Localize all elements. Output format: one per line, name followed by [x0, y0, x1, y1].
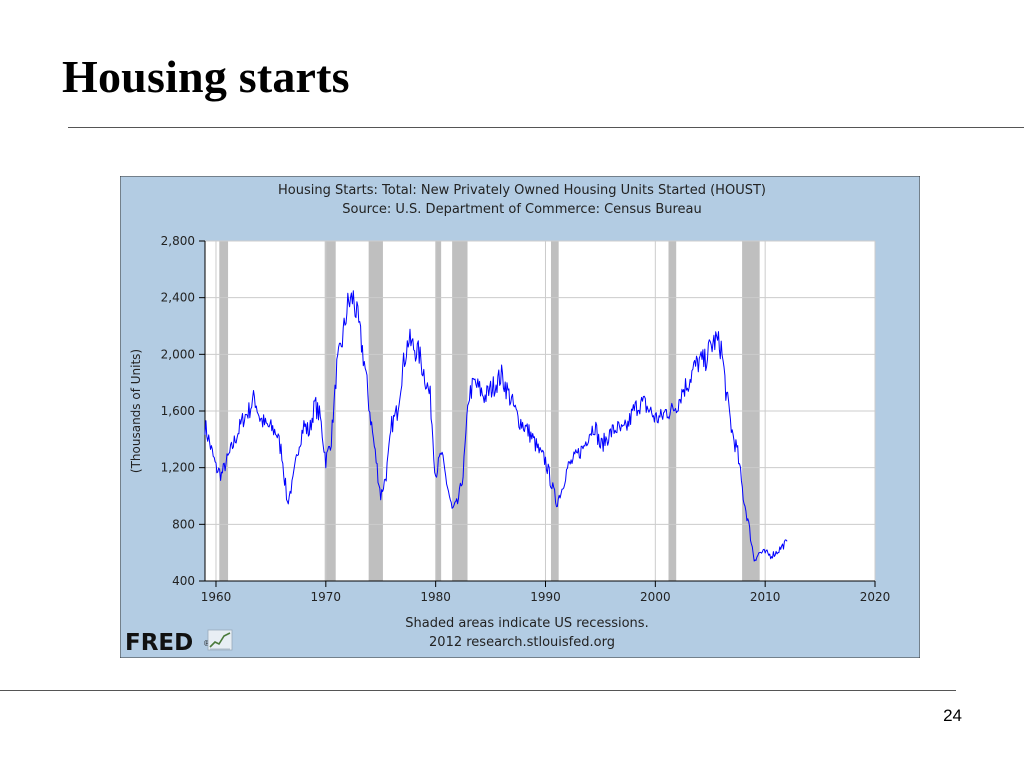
x-tick-labels: 1960 1970 1980 1990 2000 2010 2020 [201, 590, 891, 604]
x-tick-label: 1990 [530, 590, 561, 604]
fred-chart-figure: Housing Starts: Total: New Privately Own… [120, 176, 920, 658]
slide-title: Housing starts [62, 51, 350, 102]
x-tick-label: 1980 [420, 590, 451, 604]
chart-title: Housing Starts: Total: New Privately Own… [278, 183, 766, 198]
y-tick-label: 400 [172, 574, 195, 588]
housing-starts-chart: Housing Starts: Total: New Privately Own… [120, 176, 920, 658]
x-tick-label: 1960 [201, 590, 232, 604]
y-tick-label: 2,400 [161, 291, 195, 305]
chart-subtitle: Source: U.S. Department of Commerce: Cen… [342, 202, 702, 217]
fred-graph-icon [207, 629, 233, 651]
y-tick-label: 1,600 [161, 404, 195, 418]
axes [199, 240, 876, 587]
recession-note: Shaded areas indicate US recessions. [405, 616, 648, 631]
y-tick-label: 1,200 [161, 461, 195, 475]
fred-trademark: ® [203, 639, 211, 648]
footer-divider [0, 690, 956, 691]
grid-lines [205, 240, 876, 582]
page-number: 24 [943, 706, 962, 725]
series-layer [204, 290, 788, 562]
fred-logo-text: FRED [125, 630, 193, 656]
y-tick-labels: 2,800 2,400 2,000 1,600 1,200 800 400 [161, 234, 195, 588]
y-tick-label: 2,000 [161, 347, 195, 361]
y-axis-label: (Thousands of Units) [129, 349, 143, 473]
fred-logo: FRED ® [125, 629, 233, 656]
title-divider [68, 127, 1024, 128]
y-tick-label: 800 [172, 517, 195, 531]
x-tick-label: 2020 [860, 590, 891, 604]
y-tick-label: 2,800 [161, 234, 195, 248]
x-tick-label: 2010 [750, 590, 781, 604]
series-line-houst [204, 290, 788, 562]
x-tick-label: 1970 [311, 590, 342, 604]
source-credit: 2012 research.stlouisfed.org [429, 635, 615, 650]
x-tick-label: 2000 [640, 590, 671, 604]
